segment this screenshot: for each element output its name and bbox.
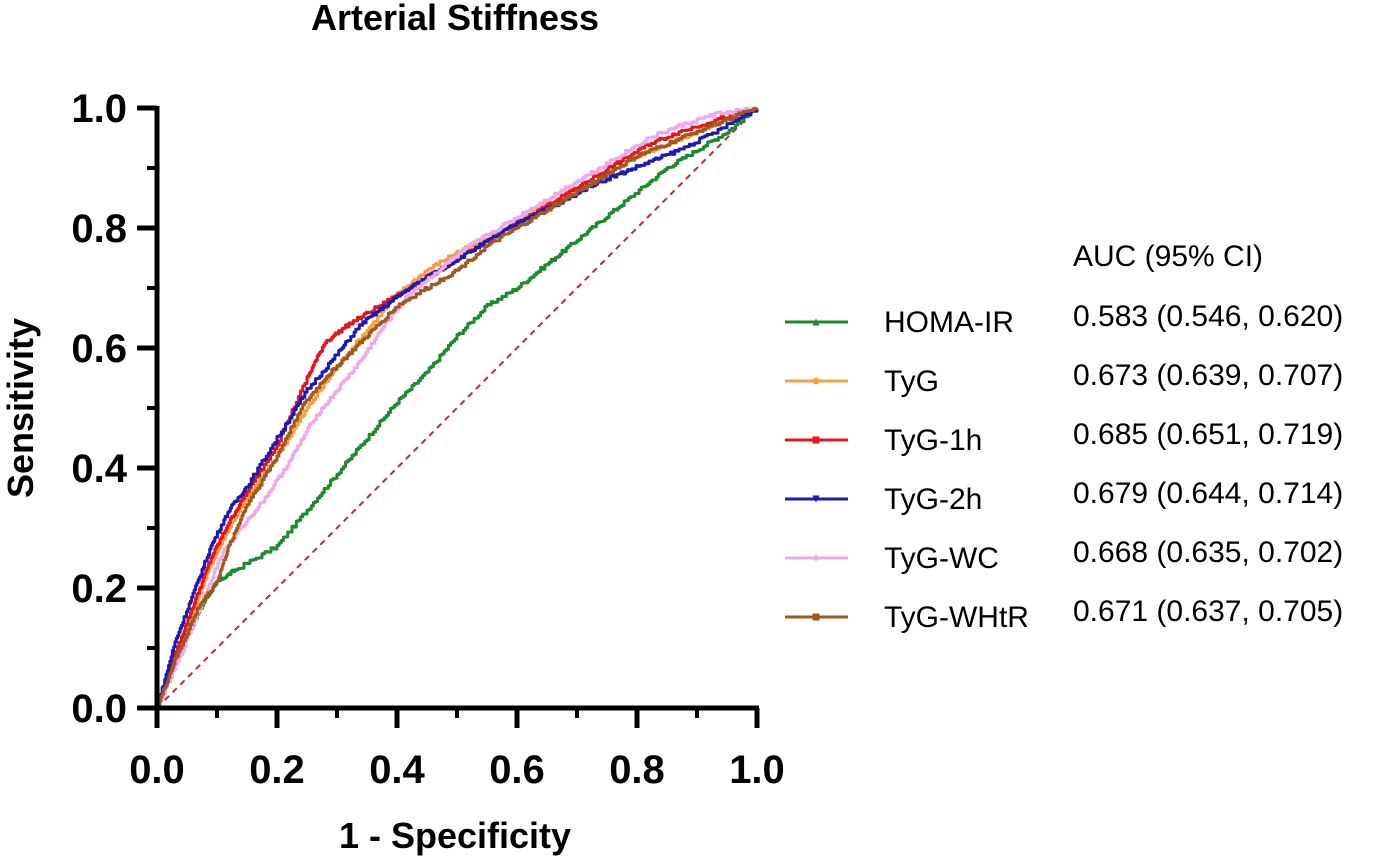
legend: AUC (95% CI) HOMA-IR 0.583 (0.546, 0.620)… bbox=[785, 240, 1343, 634]
y-tick-label: 0.4 bbox=[71, 447, 127, 491]
x-tick-label: 0.0 bbox=[129, 748, 185, 792]
x-tick-label: 0.2 bbox=[249, 748, 305, 792]
axes: 0.00.0 0.2 0.2 0.4 0.4 0.6 0.6 0.8 0.8 1.0 1.0 bbox=[71, 87, 784, 792]
legend-marker-tyg-2h bbox=[812, 495, 820, 503]
series-line-tyg-2h bbox=[156, 108, 759, 710]
legend-marker-tyg bbox=[812, 377, 820, 385]
legend-label-tyg-1h: TyG-1h bbox=[884, 424, 982, 457]
legend-label-homa-ir: HOMA-IR bbox=[884, 306, 1014, 339]
series-line-tyg bbox=[156, 106, 757, 710]
y-tick-label: 1.0 bbox=[71, 87, 127, 131]
legend-label-tyg: TyG bbox=[884, 365, 939, 398]
series-line-tyg-1h bbox=[156, 107, 759, 710]
plot-area bbox=[156, 106, 759, 710]
legend-label-tyg-whtr: TyG-WHtR bbox=[884, 601, 1029, 634]
legend-label-tyg-2h: TyG-2h bbox=[884, 483, 982, 516]
legend-auc-tyg-wc: 0.668 (0.635, 0.702) bbox=[1073, 536, 1343, 569]
y-tick-label: 0.2 bbox=[71, 567, 127, 611]
legend-auc-tyg-1h: 0.685 (0.651, 0.719) bbox=[1073, 418, 1343, 451]
y-axis-label: Sensitivity bbox=[0, 318, 41, 498]
x-tick-label: 0.6 bbox=[489, 748, 545, 792]
x-tick-label: 0.8 bbox=[609, 748, 665, 792]
legend-auc-tyg-2h: 0.679 (0.644, 0.714) bbox=[1073, 477, 1343, 510]
legend-label-tyg-wc: TyG-WC bbox=[884, 542, 999, 575]
legend-marker-tyg-wc bbox=[812, 554, 820, 562]
y-tick-label: 0.6 bbox=[71, 327, 127, 371]
x-axis-label: 1 - Specificity bbox=[339, 815, 571, 856]
x-tick-label: 1.0 bbox=[729, 748, 785, 792]
series-line-tyg-whtr bbox=[156, 107, 759, 710]
legend-auc-tyg-whtr: 0.671 (0.637, 0.705) bbox=[1073, 595, 1343, 628]
legend-header: AUC (95% CI) bbox=[1073, 240, 1263, 273]
legend-marker-homa-ir bbox=[812, 318, 820, 326]
legend-auc-tyg: 0.673 (0.639, 0.707) bbox=[1073, 359, 1343, 392]
chart-title: Arterial Stiffness bbox=[311, 0, 599, 38]
legend-marker-tyg-whtr bbox=[812, 613, 820, 621]
series-line-homa-ir bbox=[156, 108, 759, 709]
reference-diagonal-line bbox=[156, 107, 758, 709]
legend-auc-homa-ir: 0.583 (0.546, 0.620) bbox=[1073, 300, 1343, 333]
legend-marker-tyg-1h bbox=[812, 436, 820, 444]
y-tick-label: 0.0 bbox=[71, 687, 127, 731]
x-tick-label: 0.4 bbox=[369, 748, 425, 792]
series-line-tyg-wc bbox=[157, 106, 757, 709]
y-tick-label: 0.8 bbox=[71, 207, 127, 251]
